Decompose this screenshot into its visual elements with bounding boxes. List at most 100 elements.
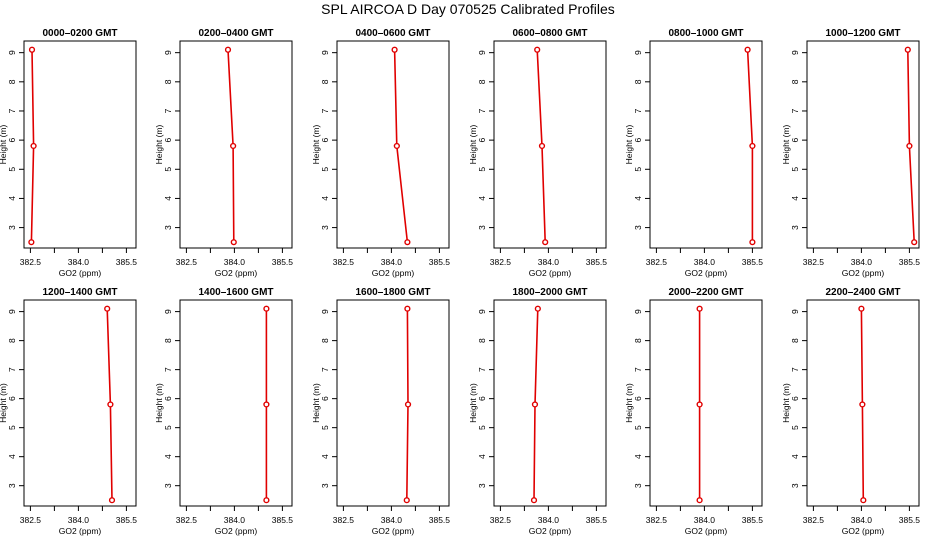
y-tick-label: 7 <box>7 367 17 372</box>
y-tick-label: 7 <box>790 108 800 113</box>
y-tick-label: 7 <box>477 367 487 372</box>
y-tick-label: 5 <box>790 425 800 430</box>
panel-5: 0800–1000 GMT 382.5 384.0 385.5 GO2 (ppm) 3 4 5… <box>624 28 763 278</box>
x-tick-label: 382.5 <box>176 515 198 525</box>
y-tick-label: 3 <box>163 483 173 488</box>
y-tick-label: 7 <box>163 108 173 113</box>
x-tick-label: 384.0 <box>694 257 716 267</box>
y-tick-label: 3 <box>633 225 643 230</box>
panel-title: 0400–0600 GMT <box>355 28 430 39</box>
panel-9: 1600–1800 GMT 382.5 384.0 385.5 GO2 (ppm) 3 4 5… <box>311 287 450 536</box>
y-tick-label: 5 <box>633 167 643 172</box>
x-tick-label: 384.0 <box>538 515 560 525</box>
data-point <box>263 401 270 408</box>
x-axis-label: GO2 (ppm) <box>842 268 885 278</box>
x-tick-label: 385.5 <box>429 515 451 525</box>
y-axis-label: Height (m) <box>781 125 791 165</box>
data-point <box>538 142 546 150</box>
y-tick-label: 9 <box>7 50 17 55</box>
y-tick-label: 9 <box>790 309 800 314</box>
x-tick-label: 382.5 <box>20 515 42 525</box>
y-tick-label: 8 <box>7 79 17 84</box>
y-tick-label: 3 <box>7 225 17 230</box>
data-point <box>28 239 35 246</box>
y-axis-label: Height (m) <box>154 383 164 423</box>
y-tick-label: 8 <box>320 79 330 84</box>
panel-12: 2200–2400 GMT 382.5 384.0 385.5 GO2 (ppm) 3 4 5… <box>781 287 920 536</box>
y-tick-label: 5 <box>790 167 800 172</box>
data-point <box>904 46 911 53</box>
x-tick-label: 384.0 <box>851 515 873 525</box>
y-tick-label: 9 <box>320 309 330 314</box>
data-point <box>911 239 918 246</box>
y-axis-label: Height (m) <box>0 383 8 423</box>
data-point <box>534 305 541 312</box>
x-axis-label: GO2 (ppm) <box>372 526 415 536</box>
y-tick-label: 6 <box>477 137 487 142</box>
y-tick-label: 8 <box>633 79 643 84</box>
data-point <box>404 401 412 408</box>
y-tick-label: 5 <box>320 425 330 430</box>
x-axis-label: GO2 (ppm) <box>685 526 728 536</box>
plot-frame <box>179 40 293 249</box>
x-tick-label: 384.0 <box>538 257 560 267</box>
x-tick-label: 384.0 <box>694 515 716 525</box>
y-axis-label: Height (m) <box>468 125 478 165</box>
y-tick-label: 9 <box>633 309 643 314</box>
x-tick-label: 382.5 <box>803 515 825 525</box>
plot-frame <box>806 40 920 249</box>
x-axis-label: GO2 (ppm) <box>215 268 258 278</box>
plot-frame <box>806 299 920 507</box>
data-point <box>860 497 867 504</box>
data-point <box>107 401 114 408</box>
panel-title: 0200–0400 GMT <box>198 28 273 39</box>
y-tick-label: 8 <box>320 338 330 343</box>
plot-frame <box>493 40 607 249</box>
plot-frame <box>179 299 293 507</box>
x-tick-label: 384.0 <box>381 515 403 525</box>
x-tick-label: 385.5 <box>586 257 608 267</box>
y-tick-label: 8 <box>477 338 487 343</box>
y-tick-label: 6 <box>7 137 17 142</box>
data-point <box>530 497 538 504</box>
y-tick-label: 4 <box>633 454 643 459</box>
panel-title: 1200–1400 GMT <box>42 287 117 298</box>
panel-7: 1200–1400 GMT 382.5 384.0 385.5 GO2 (ppm) 3 4 5… <box>0 287 137 536</box>
y-tick-label: 3 <box>477 483 487 488</box>
x-tick-label: 382.5 <box>646 257 668 267</box>
data-point <box>404 305 411 312</box>
y-tick-label: 3 <box>477 225 487 230</box>
data-point <box>230 142 237 150</box>
y-tick-label: 7 <box>163 367 173 372</box>
x-axis-label: GO2 (ppm) <box>685 268 728 278</box>
panel-11: 2000–2200 GMT 382.5 384.0 385.5 GO2 (ppm) 3 4 5… <box>624 287 763 536</box>
x-tick-label: 384.0 <box>851 257 873 267</box>
plot-frame <box>493 299 607 507</box>
y-tick-label: 8 <box>477 79 487 84</box>
x-axis-label: GO2 (ppm) <box>372 268 415 278</box>
y-tick-label: 9 <box>477 50 487 55</box>
x-tick-label: 384.0 <box>224 515 246 525</box>
x-tick-label: 385.5 <box>272 257 294 267</box>
y-tick-label: 7 <box>320 108 330 113</box>
y-tick-label: 4 <box>7 196 17 201</box>
data-point <box>104 305 111 312</box>
data-point <box>403 497 410 504</box>
x-tick-label: 385.5 <box>116 257 138 267</box>
panel-1: 0000–0200 GMT 382.5 384.0 385.5 GO2 (ppm) 3 4 5… <box>0 28 137 278</box>
data-point <box>263 305 270 312</box>
panel-8: 1400–1600 GMT 382.5 384.0 385.5 GO2 (ppm) 3 4 5… <box>154 287 293 536</box>
x-tick-label: 382.5 <box>490 257 512 267</box>
y-tick-label: 6 <box>790 137 800 142</box>
y-axis-label: Height (m) <box>624 125 634 165</box>
y-tick-label: 5 <box>7 167 17 172</box>
y-tick-label: 3 <box>790 225 800 230</box>
x-tick-label: 385.5 <box>742 515 764 525</box>
y-tick-label: 9 <box>633 50 643 55</box>
plot-frame <box>23 299 137 507</box>
x-tick-label: 382.5 <box>646 515 668 525</box>
y-tick-label: 4 <box>477 196 487 201</box>
data-point <box>30 142 37 150</box>
data-point <box>696 401 703 408</box>
x-tick-label: 385.5 <box>742 257 764 267</box>
